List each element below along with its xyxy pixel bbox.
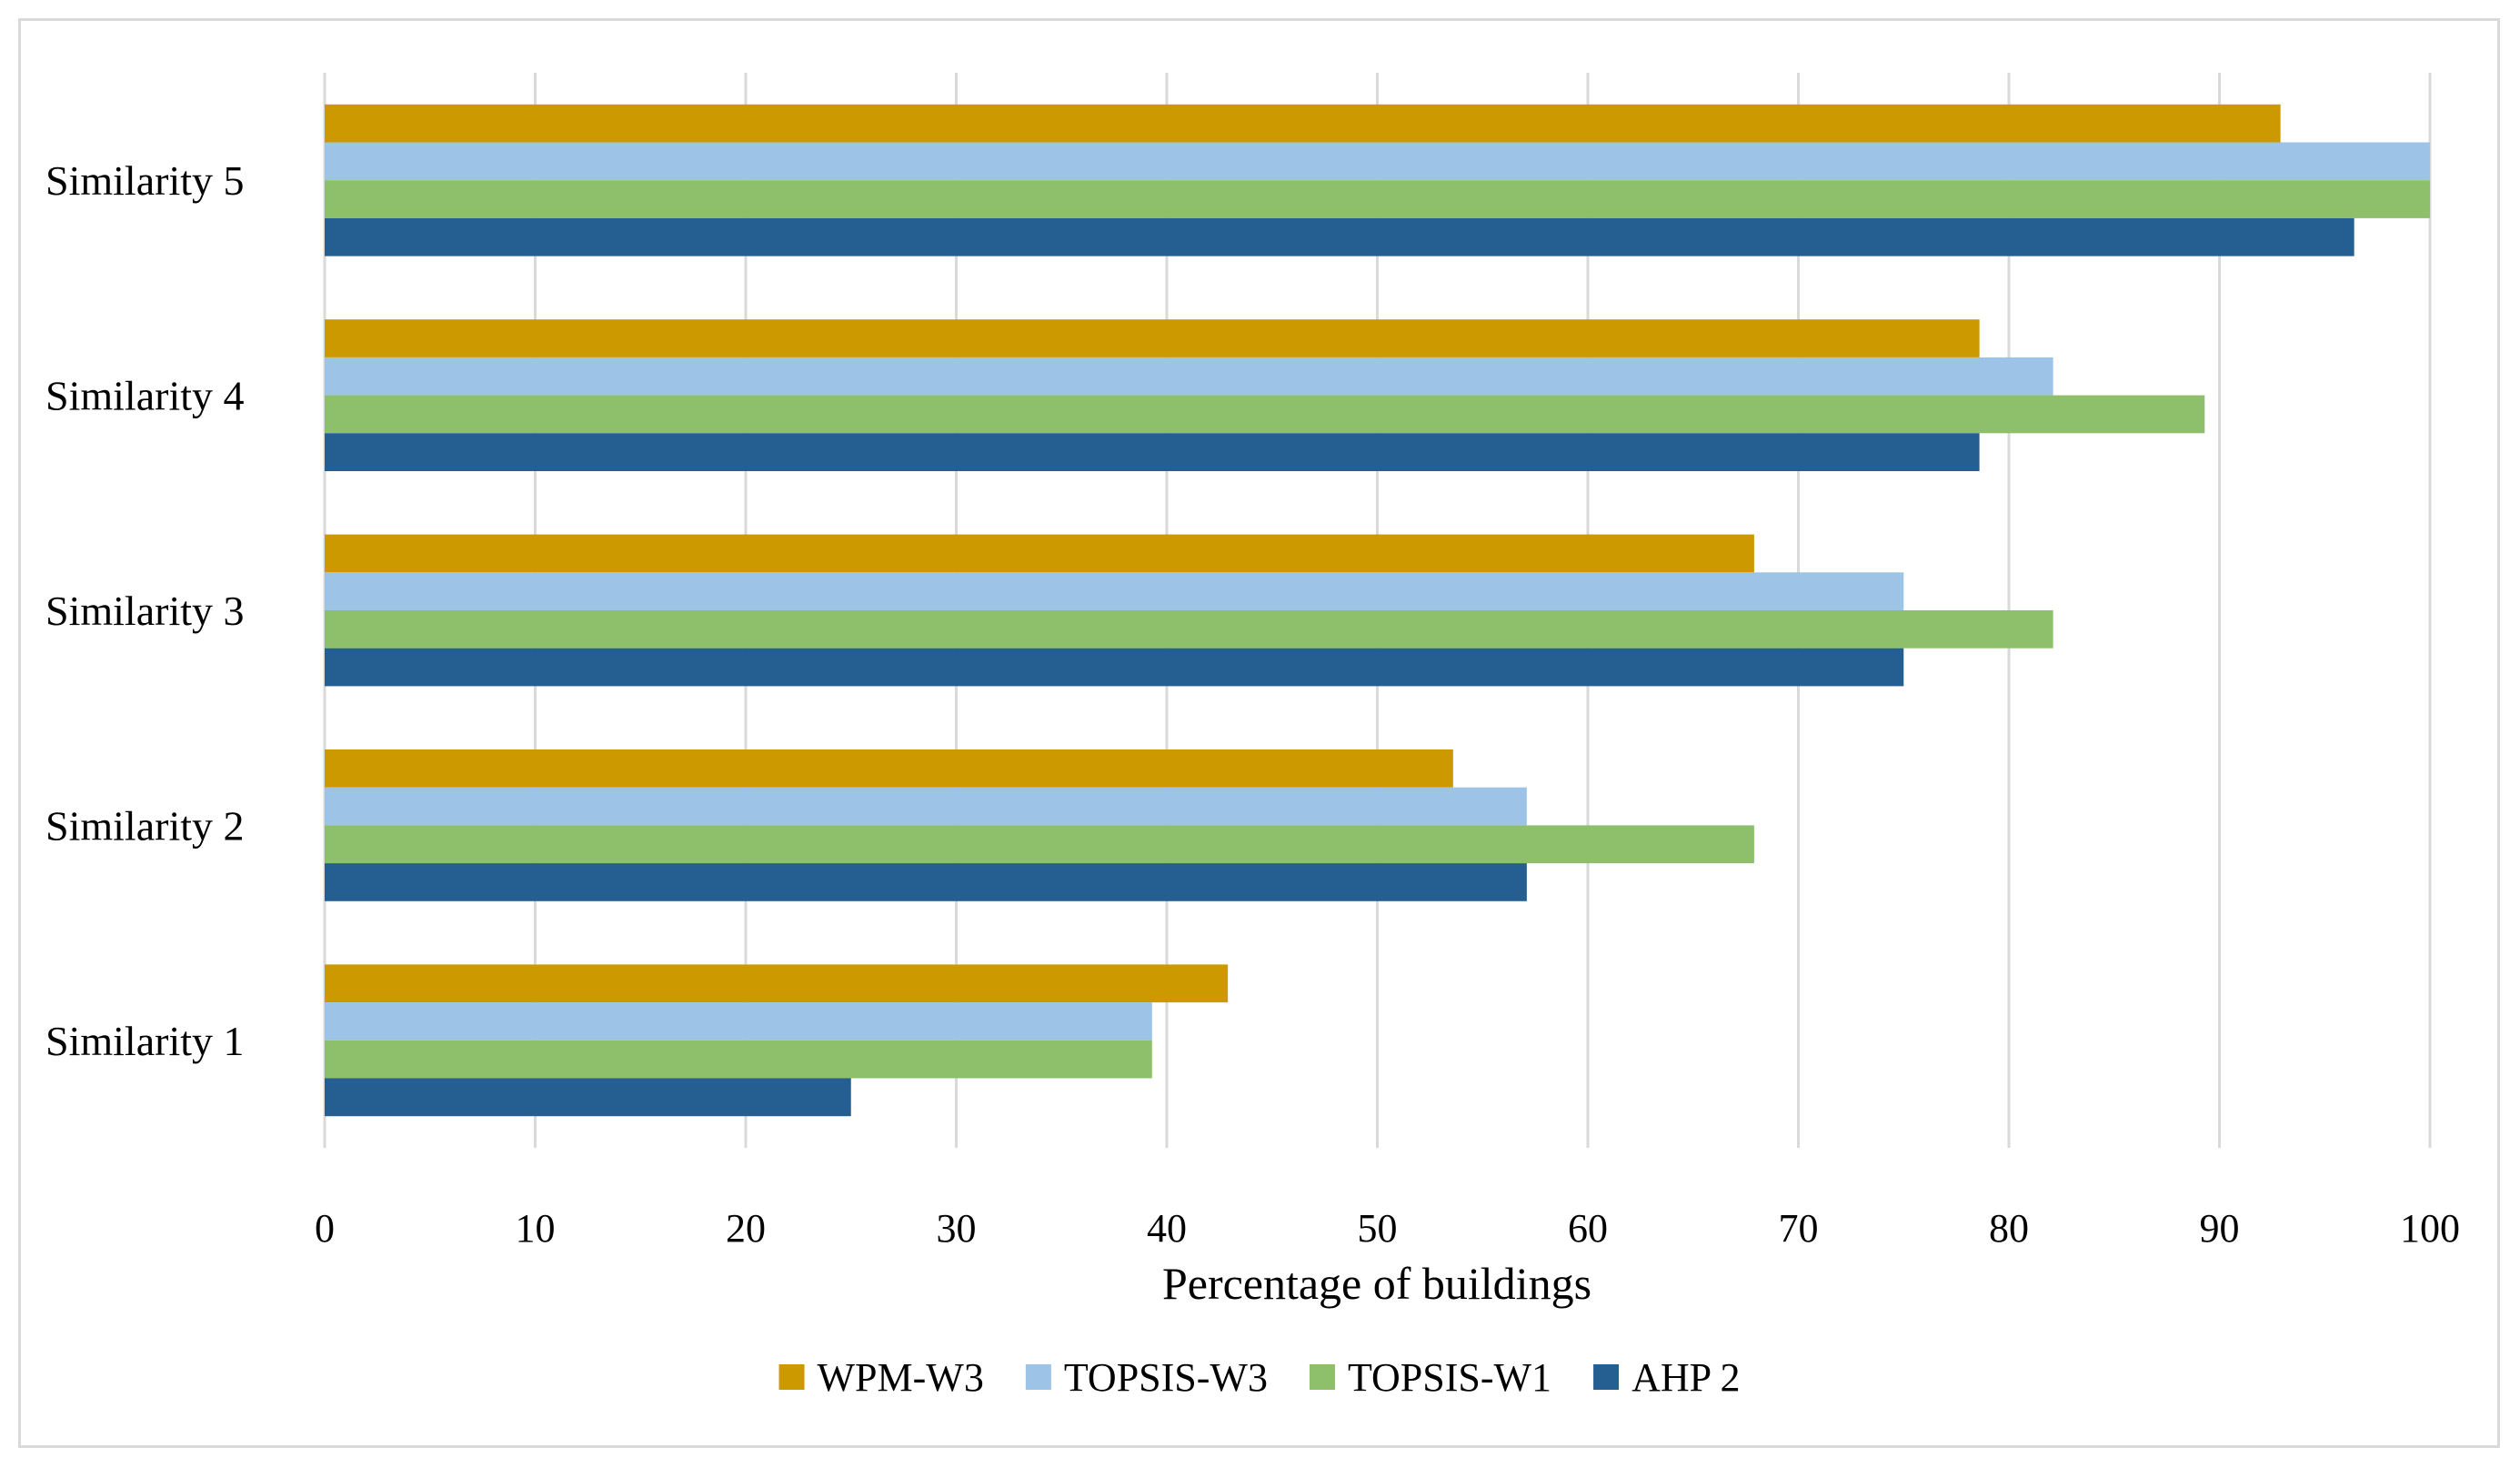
bar: [325, 787, 1527, 826]
legend-swatch: [1593, 1364, 1620, 1390]
bar: [325, 825, 1754, 864]
legend-label: TOPSIS-W3: [1064, 1355, 1268, 1400]
legend-swatch: [1025, 1364, 1051, 1390]
bars: [325, 104, 2430, 1117]
bar: [325, 648, 1904, 687]
y-axis-category-labels: Similarity 1 Similarity 2 Similarity 3 Simi…: [45, 157, 245, 1064]
legend-label: AHP 2: [1631, 1355, 1740, 1400]
legend-item: TOPSIS-W1: [1309, 1355, 1551, 1400]
bar: [325, 610, 2053, 649]
bar: [325, 180, 2430, 218]
y-category-label: Similarity 1: [45, 1018, 245, 1064]
legend: WPM-W3 TOPSIS-W3 TOPSIS-W1 AHP 2: [778, 1355, 1740, 1400]
bar: [325, 395, 2205, 434]
legend-item: TOPSIS-W3: [1025, 1355, 1268, 1400]
x-axis-tick-labels: 0 10 20 30 40 50 60 70 80 90 100: [315, 1206, 2460, 1251]
y-category-label: Similarity 3: [45, 588, 245, 634]
legend-label: TOPSIS-W1: [1348, 1355, 1551, 1400]
bar: [325, 1078, 851, 1117]
bar: [325, 964, 1229, 1003]
x-tick-label: 50: [1358, 1206, 1398, 1251]
bar: [325, 1040, 1152, 1079]
x-tick-label: 60: [1568, 1206, 1608, 1251]
chart-frame: [18, 18, 2500, 1448]
x-tick-label: 70: [1779, 1206, 1819, 1251]
legend-item: WPM-W3: [778, 1355, 984, 1400]
x-tick-label: 80: [1989, 1206, 2029, 1251]
x-tick-label: 30: [937, 1206, 977, 1251]
x-tick-label: 0: [315, 1206, 335, 1251]
bar: [325, 433, 1980, 471]
y-category-label: Similarity 4: [45, 373, 245, 419]
y-category-label: Similarity 5: [45, 157, 245, 204]
bar: [325, 863, 1527, 901]
x-axis-title: Percentage of buildings: [1162, 1258, 1591, 1309]
bar: [325, 104, 2281, 143]
x-tick-label: 100: [2400, 1206, 2460, 1251]
bar: [325, 142, 2430, 181]
legend-swatch: [778, 1364, 805, 1390]
bar: [325, 357, 2053, 396]
legend-swatch: [1309, 1364, 1335, 1390]
x-tick-label: 40: [1147, 1206, 1187, 1251]
x-tick-label: 20: [726, 1206, 766, 1251]
bar: [325, 319, 1980, 357]
y-category-label: Similarity 2: [45, 802, 245, 849]
bar: [325, 217, 2354, 256]
bar: [325, 1002, 1152, 1041]
bar: [325, 749, 1453, 788]
bar: [325, 572, 1904, 610]
x-tick-label: 90: [2200, 1206, 2240, 1251]
legend-label: WPM-W3: [818, 1355, 984, 1400]
x-tick-label: 10: [516, 1206, 556, 1251]
legend-item: AHP 2: [1593, 1355, 1740, 1400]
bar: [325, 534, 1754, 573]
